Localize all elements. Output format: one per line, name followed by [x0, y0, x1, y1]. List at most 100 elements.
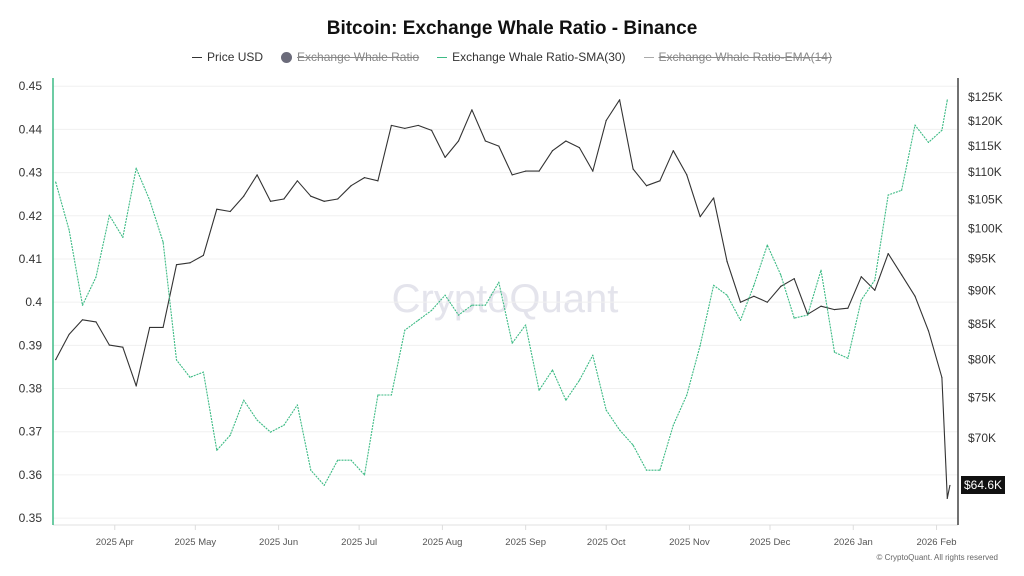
legend-item-exchange-whale-ratio[interactable]: Exchange Whale Ratio [281, 50, 419, 64]
legend-label: Price USD [207, 50, 264, 64]
right-tick-label: $120K [968, 114, 1003, 128]
sma-point [377, 394, 379, 396]
x-tick-label: 2025 Nov [669, 537, 710, 548]
price-point [81, 319, 84, 321]
sma-point [283, 424, 285, 426]
sma-point [753, 284, 755, 286]
price-point [739, 301, 742, 303]
legend-item-price-usd[interactable]: Price USD [192, 50, 263, 64]
price-point [578, 146, 580, 149]
sma-point [444, 294, 446, 296]
price-point [946, 497, 948, 499]
price-point [296, 180, 298, 182]
sma-point [229, 434, 231, 436]
sma-point [390, 394, 392, 396]
sma-point [457, 314, 460, 316]
sma-point [766, 244, 768, 246]
right-tick-label: $110K [968, 165, 1002, 179]
sma-point [713, 284, 715, 286]
price-point [949, 484, 951, 487]
price-point [55, 359, 57, 361]
price-point [162, 326, 164, 329]
sma-point [914, 124, 916, 126]
copyright-footer: © CryptoQuant. All rights reserved [876, 553, 999, 562]
sma-point [431, 309, 433, 311]
sma-point [874, 279, 876, 281]
price-point [753, 295, 755, 297]
price-point [645, 185, 648, 187]
right-tick-label: $85K [968, 317, 996, 331]
x-tick-label: 2025 Oct [587, 537, 626, 548]
x-tick-label: 2025 Dec [750, 537, 791, 548]
sma-point [363, 474, 366, 476]
right-tick-label: $105K [968, 193, 1003, 207]
left-tick-label: 0.36 [19, 468, 43, 482]
price-point [551, 150, 554, 152]
sma-point [296, 404, 298, 406]
sma-point [578, 379, 580, 381]
sma-point [686, 394, 688, 396]
line-swatch-icon [643, 56, 654, 58]
price-point [417, 124, 419, 127]
sma-point [847, 357, 849, 359]
sma-point [659, 469, 661, 471]
price-point [431, 129, 433, 132]
line-swatch-icon [192, 56, 203, 58]
price-point [350, 185, 352, 187]
sma-point [350, 459, 352, 461]
sma-point [269, 431, 272, 433]
sma-point [551, 369, 554, 371]
price-point [927, 330, 930, 332]
legend-item-sma30[interactable]: Exchange Whale Ratio-SMA(30) [437, 50, 626, 64]
price-point [202, 254, 204, 257]
left-tick-label: 0.35 [19, 511, 43, 525]
legend-label: Exchange Whale Ratio [297, 50, 420, 64]
sma-point [927, 141, 930, 143]
sma-point [605, 409, 607, 411]
price-point [283, 198, 285, 200]
right-tick-label: $115K [968, 139, 1002, 153]
sma-point [780, 274, 782, 276]
price-point [538, 170, 540, 172]
left-tick-label: 0.38 [19, 382, 43, 396]
price-point [511, 174, 513, 176]
right-tick-label: $90K [968, 283, 996, 297]
price-point [377, 180, 379, 182]
price-point [471, 109, 473, 111]
x-tick-label: 2026 Jan [834, 537, 873, 548]
price-point [122, 346, 124, 348]
price-point [323, 200, 325, 202]
sma-point [337, 459, 339, 461]
sma-point [310, 469, 312, 471]
legend-label: Exchange Whale Ratio-EMA(14) [658, 50, 832, 64]
sma-point [202, 371, 204, 373]
legend-label: Exchange Whale Ratio-SMA(30) [452, 50, 626, 64]
price-point [780, 285, 782, 287]
price-point [860, 276, 862, 278]
sma-point [833, 351, 836, 353]
right-tick-label: $125K [968, 90, 1003, 104]
price-point [108, 344, 110, 346]
sma-point [860, 299, 862, 301]
price-point [498, 145, 500, 147]
price-point [68, 333, 70, 336]
sma-point [175, 359, 178, 361]
legend-item-ema14[interactable]: Exchange Whale Ratio-EMA(14) [643, 50, 832, 64]
price-point [229, 210, 231, 213]
price-point [175, 264, 178, 266]
price-point [457, 140, 460, 142]
sma-point [498, 281, 500, 283]
sma-point [323, 484, 325, 486]
left-tick-label: 0.41 [19, 252, 43, 266]
sma-point [108, 214, 110, 216]
price-point [592, 170, 594, 172]
left-tick-label: 0.37 [19, 425, 43, 439]
line-swatch-icon [437, 56, 448, 58]
right-tick-label: $95K [968, 251, 996, 265]
price-point [565, 140, 567, 142]
price-point [847, 307, 849, 309]
x-tick-label: 2026 Feb [916, 537, 956, 548]
price-point [243, 195, 245, 197]
sma-point [135, 167, 137, 169]
right-tick-label: $100K [968, 221, 1003, 235]
